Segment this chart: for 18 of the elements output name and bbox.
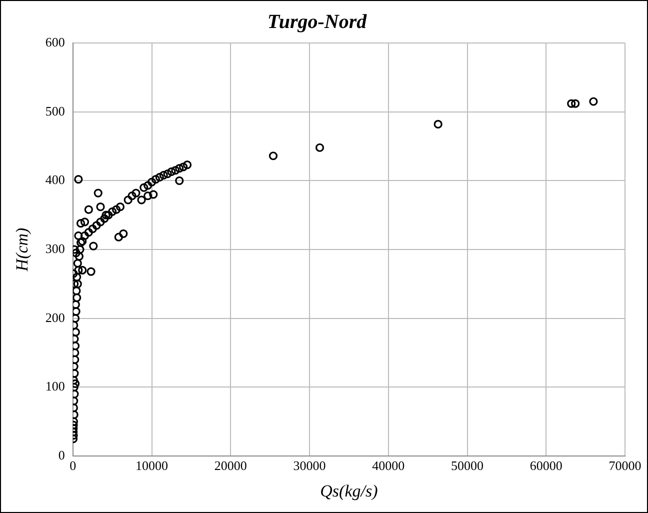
y-tick-label: 200 xyxy=(45,310,65,325)
x-tick-label: 60000 xyxy=(530,458,562,474)
x-tick-label: 70000 xyxy=(608,458,642,474)
x-tick-label: 30000 xyxy=(293,458,326,474)
y-tick-label: 0 xyxy=(58,447,65,462)
y-axis-title: H(cm) xyxy=(12,227,32,272)
chart-title: Turgo-Nord xyxy=(267,11,368,34)
x-tick-label: 40000 xyxy=(372,458,405,474)
y-tick-label: 500 xyxy=(45,103,65,118)
y-tick-label: 600 xyxy=(45,34,65,50)
y-tick-label: 300 xyxy=(45,240,65,256)
x-tick-label: 20000 xyxy=(214,458,247,474)
x-tick-label: 10000 xyxy=(136,458,168,474)
x-axis-title: Qs(kg/s) xyxy=(320,481,378,500)
x-tick-label: 0 xyxy=(70,458,76,474)
y-tick-label: 100 xyxy=(45,378,65,394)
x-tick-label: 50000 xyxy=(451,458,484,474)
y-tick-label: 400 xyxy=(45,172,65,188)
